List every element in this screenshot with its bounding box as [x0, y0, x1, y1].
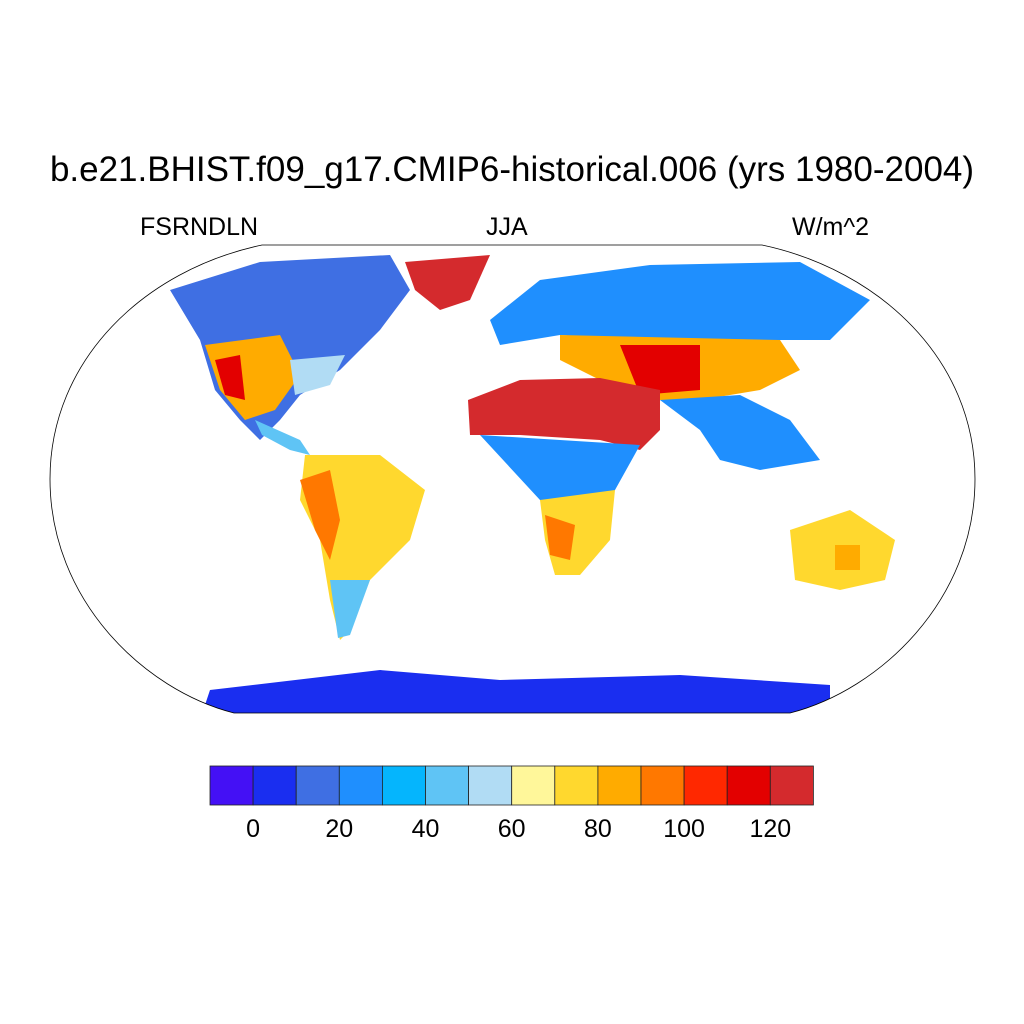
- colorbar-box: [468, 765, 513, 806]
- colorbar-tick-label: 60: [497, 815, 526, 843]
- colorbar-box: [209, 765, 254, 806]
- eastern-us: [290, 355, 345, 395]
- central-america: [255, 420, 310, 455]
- north-america-west: [205, 335, 300, 420]
- southwest-us-hotspot: [215, 355, 245, 400]
- colorbar-tick-label: 20: [325, 815, 354, 843]
- colorbar: [209, 765, 814, 806]
- colorbar-box: [381, 765, 426, 806]
- andes: [300, 470, 340, 560]
- colorbar-box: [338, 765, 383, 806]
- colorbar-box: [252, 765, 297, 806]
- colorbar-box: [295, 765, 340, 806]
- colorbar-box: [597, 765, 642, 806]
- sahara-arabia: [468, 378, 660, 450]
- colorbar-box: [554, 765, 599, 806]
- colorbar-tick-label: 100: [663, 815, 705, 843]
- southern-south-america: [330, 580, 370, 638]
- colorbar-box: [769, 765, 814, 806]
- central-australia: [835, 545, 860, 570]
- southern-africa-hotspot: [545, 515, 575, 560]
- variable-label: FSRNDLN: [140, 213, 259, 241]
- colorbar-box: [683, 765, 728, 806]
- colorbar-tick-label: 0: [246, 815, 261, 843]
- plot-title: b.e21.BHIST.f09_g17.CMIP6-historical.006…: [49, 150, 975, 189]
- colorbar-box: [511, 765, 556, 806]
- antarctica: [200, 670, 830, 713]
- units-label: W/m^2: [792, 213, 870, 241]
- south-asia: [660, 395, 820, 470]
- colorbar-tick-label: 120: [749, 815, 792, 843]
- colorbar-tick-label: 80: [583, 815, 612, 843]
- colorbar-tick-label: 40: [411, 815, 440, 843]
- greenland: [405, 255, 490, 310]
- central-asia-hotspot: [620, 345, 700, 395]
- eurasia-north: [490, 262, 870, 345]
- colorbar-box: [425, 765, 469, 806]
- season-label: JJA: [486, 213, 528, 241]
- colorbar-box: [726, 765, 771, 806]
- land-data: [170, 255, 895, 713]
- colorbar-box: [640, 765, 685, 806]
